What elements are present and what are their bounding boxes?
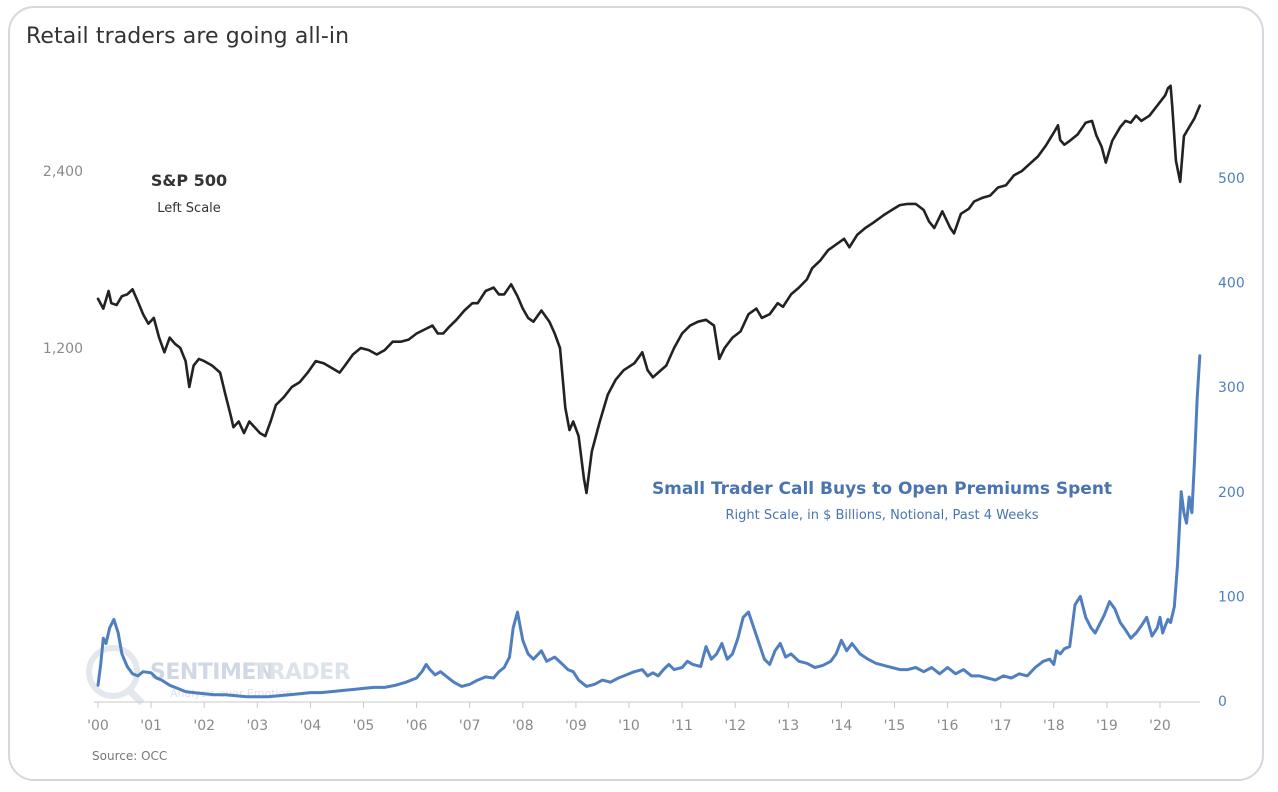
sp500-label: S&P 500 <box>151 171 227 190</box>
chart-frame <box>8 6 1264 781</box>
x-tick-label: '01 <box>140 718 162 734</box>
sp500-sublabel: Left Scale <box>157 201 221 216</box>
x-tick-label: '10 <box>618 718 640 734</box>
x-tick-label: '14 <box>831 718 853 734</box>
chart-title: Retail traders are going all-in <box>26 24 350 49</box>
calls-sublabel: Right Scale, in $ Billions, Notional, Pa… <box>725 508 1038 523</box>
x-tick-label: '11 <box>671 718 693 734</box>
x-tick-label: '05 <box>353 718 375 734</box>
watermark-subtext: Analysis over Emotion <box>170 687 292 700</box>
series-sp500 <box>96 84 1202 495</box>
x-tick-label: '19 <box>1096 718 1118 734</box>
x-tick-label: '08 <box>512 718 534 734</box>
x-tick-label: '06 <box>406 718 428 734</box>
x-tick-label: '17 <box>990 718 1012 734</box>
right-tick-label: 0 <box>1218 694 1227 710</box>
series-call-premiums <box>96 354 1202 699</box>
x-tick-label: '09 <box>565 718 587 734</box>
watermark-magnifier-handle <box>126 687 145 706</box>
watermark: SENTIMEN TRADER Analysis over Emotion <box>86 645 351 706</box>
x-tick-label: '07 <box>459 718 481 734</box>
watermark-magnifier-icon <box>86 645 140 699</box>
x-tick-label: '02 <box>193 718 215 734</box>
x-tick-label: '12 <box>724 718 746 734</box>
x-tick-label: '04 <box>300 718 322 734</box>
calls-label: Small Trader Call Buys to Open Premiums … <box>652 479 1112 499</box>
x-axis: '00 '01 '02 '03 '04 '05 '06 '07 '08 '09 '10 '11 '12 '… <box>87 701 1200 734</box>
left-tick-label: 1,200 <box>43 341 83 357</box>
sp500-line <box>96 84 1202 495</box>
x-tick-label: '16 <box>937 718 959 734</box>
x-tick-label: '00 <box>87 718 109 734</box>
x-tick-label: '20 <box>1149 718 1171 734</box>
x-tick-label: '03 <box>246 718 268 734</box>
x-tick-label: '18 <box>1043 718 1065 734</box>
right-tick-label: 500 <box>1218 171 1245 187</box>
call-premiums-line <box>96 354 1202 699</box>
right-tick-label: 300 <box>1218 380 1245 396</box>
watermark-text-b: TRADER <box>254 660 351 685</box>
x-tick-label: '15 <box>884 718 906 734</box>
right-tick-label: 100 <box>1218 589 1245 605</box>
watermark-text-a: SENTIMEN <box>150 660 274 685</box>
left-axis-ticks: 1,200 2,400 <box>43 164 83 357</box>
source-note: Source: OCC <box>92 749 168 763</box>
left-tick-label: 2,400 <box>43 164 83 180</box>
right-axis-ticks: 0 100 200 300 400 500 <box>1218 171 1245 710</box>
right-tick-label: 200 <box>1218 485 1245 501</box>
right-tick-label: 400 <box>1218 276 1245 292</box>
x-tick-label: '13 <box>777 718 799 734</box>
